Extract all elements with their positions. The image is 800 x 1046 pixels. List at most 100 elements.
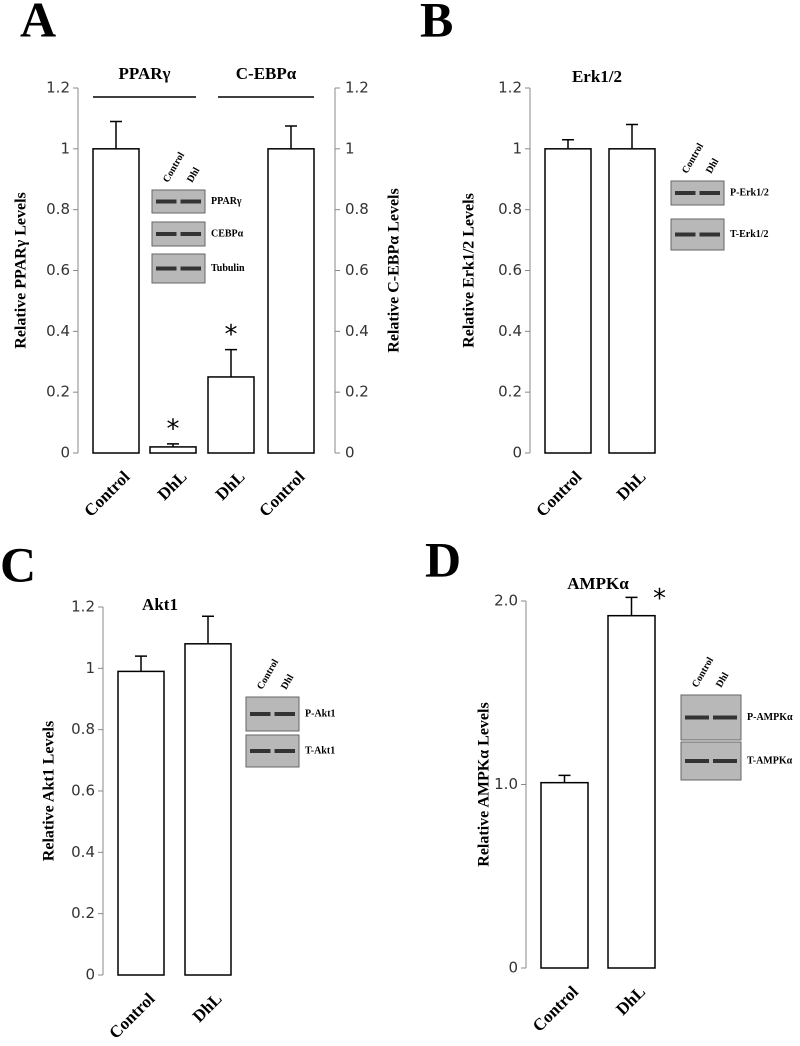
group-label: PPARγ <box>118 64 170 83</box>
y2-tick-label: 1 <box>345 139 355 157</box>
bar <box>267 148 315 454</box>
bar <box>608 148 656 454</box>
y-axis-label: Relative Erk1/2 Levels <box>461 193 478 348</box>
x-tick-label: DhL <box>212 467 249 504</box>
bar <box>540 781 589 969</box>
x-tick-label: Control <box>255 467 308 520</box>
blot-band <box>685 759 709 763</box>
y-tick-label: 0.2 <box>498 383 522 401</box>
lane-label: Dhl <box>714 670 731 689</box>
blot-band <box>713 715 737 720</box>
error-bar <box>562 138 574 149</box>
y-tick-label: 1 <box>512 139 522 157</box>
blot-band <box>180 199 201 204</box>
y-tick-label: 0.4 <box>71 843 95 861</box>
lane-label: Dhl <box>279 672 296 691</box>
chart-title: Erk1/2 <box>572 67 622 86</box>
y2-tick-label: 0 <box>345 444 355 462</box>
y-tick-label: 0.6 <box>498 261 522 279</box>
error-bar <box>285 125 297 149</box>
y-tick-label: 0 <box>508 959 518 977</box>
blot-band <box>250 749 271 753</box>
error-bar <box>625 596 638 616</box>
y2-tick-label: 0.2 <box>345 383 369 401</box>
panel-letter: B <box>420 0 453 47</box>
x-tick-label: DhL <box>612 982 649 1019</box>
x-tick-label: DhL <box>613 467 650 504</box>
y2-axis-label: Relative C-EBPα Levels <box>386 188 403 352</box>
y-tick-label: 0.6 <box>46 261 70 279</box>
x-tick-label: Control <box>529 982 582 1035</box>
blot-row-label: T-Erk1/2 <box>730 229 769 240</box>
y-tick-label: 0.8 <box>46 200 70 218</box>
x-tick-label: Control <box>80 467 133 520</box>
x-tick-label: Control <box>532 467 585 520</box>
error-bar <box>135 655 147 672</box>
lane-label: Control <box>680 141 706 175</box>
bar <box>607 614 656 969</box>
error-bar <box>110 120 122 149</box>
blot-band <box>685 715 709 720</box>
y-tick-label: 0.8 <box>498 200 522 218</box>
y-tick-label: 0.2 <box>71 904 95 922</box>
x-tick-label: DhL <box>189 989 226 1026</box>
panel-letter: D <box>425 531 461 587</box>
blot-band <box>675 191 696 195</box>
significance: * <box>167 414 180 444</box>
bar <box>92 148 140 454</box>
y-tick-label: 0.8 <box>71 720 95 738</box>
lane-label: Control <box>690 655 716 689</box>
x-tick-label: DhL <box>154 467 191 504</box>
lane-label: Control <box>255 657 281 691</box>
y-tick-label: 1.0 <box>494 775 518 793</box>
blot-band <box>675 232 696 237</box>
panel-letter: C <box>0 536 36 592</box>
y-tick-label: 0 <box>60 444 70 462</box>
blot-band <box>274 712 295 716</box>
chart-title: Akt1 <box>142 595 178 614</box>
blot-row-label: PPARγ <box>211 196 242 207</box>
bar <box>184 643 232 976</box>
blot-row-label: CEBPα <box>211 228 244 239</box>
y-tick-label: 1 <box>60 139 70 157</box>
bar <box>149 446 197 454</box>
lane-label: Dhl <box>185 165 202 184</box>
blot-band <box>274 749 295 753</box>
blot-band <box>156 266 177 271</box>
y-tick-label: 1.2 <box>71 598 95 616</box>
y-tick-label: 0 <box>85 966 95 984</box>
y-tick-label: 0.6 <box>71 782 95 800</box>
y-axis-label: Relative PPARγ Levels <box>13 192 30 348</box>
blot-row-label: T-AMPKα <box>747 755 793 766</box>
y-axis-label: Relative AMPKα Levels <box>476 702 493 866</box>
y-tick-label: 0.4 <box>498 322 522 340</box>
significance: * <box>653 584 666 614</box>
error-bar <box>202 615 214 644</box>
bar <box>544 148 592 454</box>
blot-band <box>699 232 720 237</box>
blot-band <box>156 199 177 204</box>
blot-band <box>713 759 737 763</box>
y-tick-label: 0 <box>512 444 522 462</box>
error-bar <box>167 443 179 447</box>
chart-title: AMPKα <box>567 574 629 593</box>
blot-band <box>180 232 201 236</box>
y2-tick-label: 1.2 <box>345 79 369 97</box>
y2-tick-label: 0.8 <box>345 200 369 218</box>
error-bar <box>225 348 237 377</box>
bar <box>207 376 255 454</box>
blot-row-label: T-Akt1 <box>305 745 335 756</box>
panel-letter: A <box>20 0 56 47</box>
error-bar <box>626 123 638 149</box>
y2-tick-label: 0.4 <box>345 322 369 340</box>
blot-row-label: P-Erk1/2 <box>730 187 769 198</box>
blot-row-label: Tubulin <box>211 263 245 274</box>
y-axis-label: Relative Akt1 Levels <box>41 721 58 861</box>
x-tick-label: Control <box>105 989 158 1042</box>
y-tick-label: 1.2 <box>46 79 70 97</box>
y2-tick-label: 0.6 <box>345 261 369 279</box>
y-tick-label: 0.4 <box>46 322 70 340</box>
lane-label: Dhl <box>704 156 721 175</box>
significance: * <box>225 320 238 350</box>
